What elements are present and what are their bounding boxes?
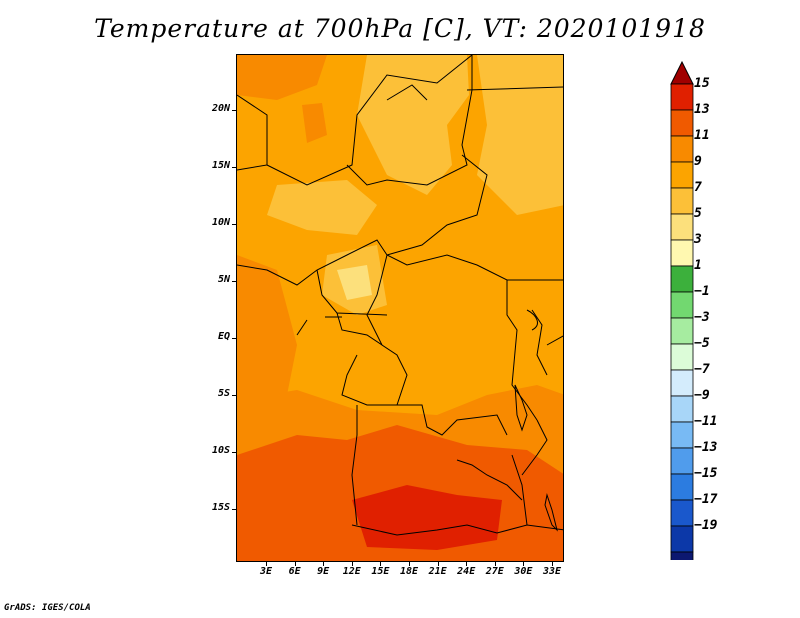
- colorbar-label: −5: [694, 336, 710, 351]
- field-5-7-center: [337, 265, 372, 300]
- y-tick-label: 15S: [211, 502, 230, 513]
- y-tick-label: 5S: [217, 388, 230, 399]
- colorbar-segment: [670, 395, 694, 423]
- colorbar-segment: [670, 239, 694, 267]
- x-tick: [409, 562, 410, 566]
- y-tick-label: 15N: [211, 160, 230, 171]
- x-tick-label: 9E: [317, 566, 330, 577]
- field-11-13-west: [237, 255, 297, 405]
- colorbar-label: 1: [694, 258, 702, 273]
- y-tick: [232, 509, 236, 510]
- colorbar-label: −15: [694, 466, 718, 481]
- colorbar-segment: [670, 265, 694, 293]
- colorbar-segment: [670, 499, 694, 527]
- colorbar: [670, 60, 694, 560]
- colorbar-segment: [670, 213, 694, 241]
- lakes: [514, 309, 558, 532]
- x-tick-label: 12E: [342, 566, 361, 577]
- x-tick-label: 27E: [485, 566, 504, 577]
- x-tick: [294, 562, 296, 566]
- colorbar-segment: [670, 317, 694, 345]
- colorbar-label: 5: [694, 206, 702, 221]
- x-tick: [266, 562, 267, 566]
- x-tick-label: 21E: [428, 566, 447, 577]
- colorbar-label: 15: [694, 76, 710, 91]
- colorbar-label: −17: [694, 492, 718, 507]
- field-7-9-west: [267, 180, 377, 235]
- y-tick-label: 5N: [217, 274, 230, 285]
- x-tick-label: 24E: [457, 566, 476, 577]
- colorbar-label: 3: [694, 232, 702, 247]
- colorbar-segment: [670, 83, 694, 111]
- x-tick-label: 6E: [288, 566, 301, 577]
- field-11-13-nspot: [302, 103, 327, 143]
- y-tick: [232, 338, 236, 339]
- x-tick-label: 30E: [514, 566, 533, 577]
- x-tick: [466, 562, 468, 566]
- colorbar-label: −13: [694, 440, 718, 455]
- colorbar-segment: [670, 525, 694, 553]
- colorbar-label: −19: [694, 518, 718, 533]
- colorbar-segment: [670, 291, 694, 319]
- x-tick: [351, 562, 353, 566]
- colorbar-segment: [670, 369, 694, 397]
- x-tick: [380, 562, 382, 566]
- colorbar-segment: [670, 187, 694, 215]
- field-11-13-nw: [237, 55, 327, 100]
- colorbar-segment: [670, 135, 694, 163]
- colorbar-label: −1: [694, 284, 710, 299]
- colorbar-segment: [670, 343, 694, 371]
- x-tick-label: 33E: [542, 566, 562, 577]
- x-tick: [323, 562, 325, 566]
- temperature-map: [236, 54, 564, 562]
- x-tick-label: 15E: [371, 566, 390, 577]
- x-tick: [437, 562, 439, 566]
- colorbar-label: 9: [694, 154, 702, 169]
- colorbar-segment: [670, 551, 694, 560]
- colorbar-label: −9: [694, 388, 710, 403]
- field-7-9-north: [357, 55, 469, 195]
- x-tick: [552, 562, 553, 566]
- colorbar-label: 7: [694, 180, 702, 195]
- chart-title: Temperature at 700hPa [C], VT: 202010191…: [94, 14, 706, 43]
- colorbar-segment: [670, 473, 694, 501]
- country-borders: [237, 55, 563, 536]
- colorbar-segment: [670, 109, 694, 137]
- colorbar-segment: [670, 447, 694, 475]
- colorbar-segment: [670, 161, 694, 189]
- x-tick: [494, 562, 496, 566]
- y-tick-label: 10S: [211, 445, 230, 456]
- colorbar-label: −11: [694, 414, 718, 429]
- y-tick-label: 20N: [211, 103, 230, 114]
- y-tick: [232, 395, 236, 396]
- x-tick-label: 18E: [399, 566, 419, 577]
- y-tick-label: 10N: [211, 217, 230, 228]
- y-tick: [232, 452, 236, 453]
- colorbar-label: 11: [694, 128, 710, 143]
- y-tick: [232, 167, 236, 168]
- field-7-9-ne: [477, 55, 563, 215]
- y-tick: [232, 281, 236, 282]
- footer-credit: GrADS: IGES/COLA: [4, 603, 91, 613]
- x-tick-label: 3E: [259, 566, 273, 577]
- colorbar-top-arrow: [670, 60, 694, 85]
- y-tick: [232, 110, 236, 111]
- colorbar-segment: [670, 421, 694, 449]
- colorbar-label: 13: [694, 102, 710, 117]
- colorbar-label: −3: [694, 310, 710, 325]
- y-tick-label: EQ: [217, 331, 230, 342]
- x-tick: [523, 562, 525, 566]
- colorbar-label: −7: [694, 362, 710, 377]
- y-tick: [232, 224, 236, 225]
